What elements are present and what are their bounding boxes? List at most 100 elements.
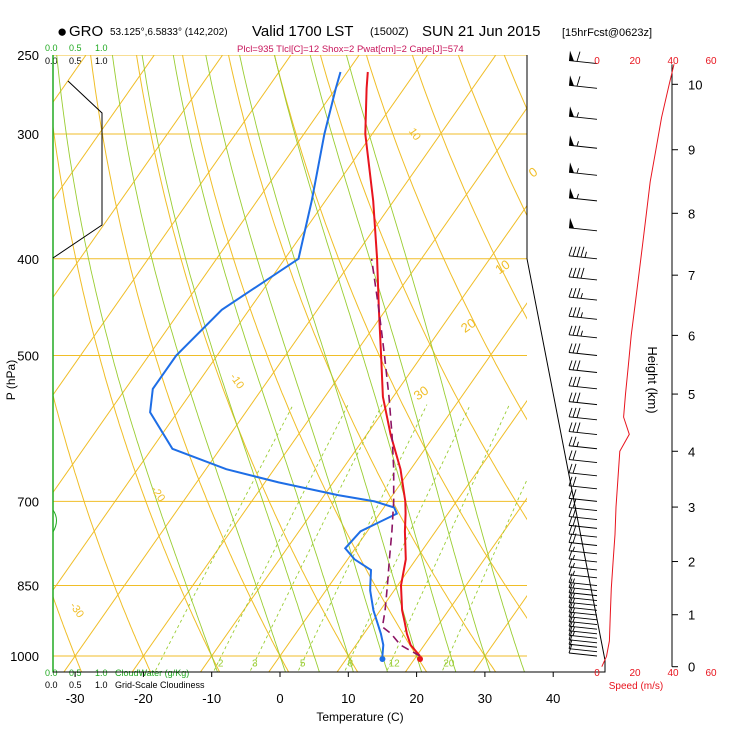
wind-barb <box>568 436 598 450</box>
cloudwater-tick: 1.0 <box>95 668 108 678</box>
wind-barb <box>568 246 598 260</box>
wind-barb-flag <box>576 287 581 299</box>
isotherm <box>53 55 360 494</box>
isotherm <box>536 37 732 681</box>
isotherm <box>53 55 224 299</box>
height-tick-label: 2 <box>688 555 695 570</box>
wind-barb-flag <box>572 287 577 298</box>
wind-barb-pennant <box>569 75 574 86</box>
gridscale-tick: 0.5 <box>69 56 82 66</box>
moist-adiabat <box>205 55 388 672</box>
wind-barb-flag <box>572 463 577 474</box>
wind-barb-staff <box>568 315 598 320</box>
wind-barb-staff <box>568 592 598 597</box>
isotherm <box>268 302 527 672</box>
cloudwater-tick: 0.0 <box>45 668 58 678</box>
wind-barb-flag <box>568 407 573 417</box>
gridscale-tick: 0.0 <box>45 680 58 690</box>
wind-barb-halfflag <box>580 330 583 337</box>
mixing-ratio-line <box>249 404 383 672</box>
wind-barb-flag <box>568 463 573 474</box>
wind-barb-flag <box>572 450 577 461</box>
mixing-ratio-label: 20 <box>443 659 455 670</box>
wind-barb-halfflag <box>580 292 583 299</box>
wind-barb-staff <box>568 334 598 339</box>
wind-barb <box>568 407 598 421</box>
wind-barb <box>568 106 598 120</box>
wind-barb-flag <box>568 360 573 370</box>
dewpoint-line <box>149 71 399 657</box>
isotherm-label: -10 <box>227 371 246 391</box>
y-axis-title: P (hPa) <box>4 360 18 400</box>
pressure-tick-label: 1000 <box>10 649 39 664</box>
height-tick-label: 4 <box>688 444 695 459</box>
wind-barb <box>568 287 598 301</box>
wind-barb-halfflag <box>572 626 575 632</box>
wind-barb-staff <box>568 558 598 563</box>
wind-barb-staff <box>568 459 598 463</box>
wind-barb-staff <box>568 621 598 625</box>
wind-barb-halfflag <box>572 603 575 608</box>
gridscale-tick: 1.0 <box>95 56 108 66</box>
cloudwater-tick: 0.0 <box>45 43 58 53</box>
cloudwater-tick: 0.5 <box>69 43 82 53</box>
wind-barb-staff <box>568 401 598 406</box>
wind-barb <box>568 498 598 512</box>
wind-barb-staff <box>568 533 598 538</box>
wind-barb-flag <box>576 343 581 354</box>
isotherm <box>63 55 497 672</box>
wind-barb-halfflag <box>572 617 575 623</box>
speed-tick-label-bottom: 20 <box>629 668 641 679</box>
wind-barb-flag <box>572 524 577 535</box>
wind-barb-staff <box>568 497 598 502</box>
wind-barb-pennant <box>569 162 574 173</box>
temperature-tick-label: 0 <box>276 691 283 706</box>
wind-barb-staff <box>568 582 598 586</box>
wind-barb-halfflag <box>572 583 575 589</box>
wind-barb-staff <box>568 431 598 435</box>
mixing-ratio-label: 2 <box>218 659 224 670</box>
temperature-tick-label: 30 <box>478 691 492 706</box>
wind-barb-halfflag <box>576 168 579 174</box>
wind-barb-flag <box>568 541 573 551</box>
dry-adiabat <box>503 55 527 111</box>
wind-barb-flag <box>568 450 573 460</box>
moist-adiabat <box>172 55 354 672</box>
moist-adiabat <box>309 55 491 672</box>
wind-barb-flag <box>576 307 581 318</box>
wind-barb-flag <box>572 376 577 387</box>
wind-barb <box>568 476 598 490</box>
wind-barb-flag <box>568 436 573 446</box>
sounding-series <box>149 71 424 662</box>
mixing-ratio-label: 3 <box>252 659 258 670</box>
dry-adiabat <box>53 123 221 672</box>
wind-barb <box>568 50 598 65</box>
wind-barb-flag <box>568 376 573 387</box>
wind-barb-flag <box>568 287 573 298</box>
cloud-profile <box>52 80 103 533</box>
wind-barb-halfflag <box>572 554 575 560</box>
wind-barb-flag <box>572 489 577 499</box>
wind-barb-staff <box>568 516 598 521</box>
wind-barb-flag <box>576 267 581 278</box>
wind-barb-staff <box>568 606 598 611</box>
wind-barb-staff <box>568 60 598 65</box>
wind-barb-flag <box>572 476 577 487</box>
valid-time: Valid 1700 LST <box>252 23 353 40</box>
parcel-line <box>370 258 421 657</box>
wind-barb-staff <box>568 630 598 635</box>
wind-barb <box>568 217 598 232</box>
mixing-ratio-label: 8 <box>348 659 354 670</box>
mixing-ratio-label: 5 <box>300 659 306 670</box>
wind-barb-staff <box>568 625 598 630</box>
wind-barb <box>568 187 598 202</box>
wind-barb-pennant <box>569 217 574 229</box>
wind-barb-halfflag <box>572 588 575 594</box>
wind-barb-flag <box>572 436 577 447</box>
speed-tick-label-bottom: 0 <box>594 668 600 679</box>
mixing-ratio-line <box>297 404 428 672</box>
wind-barb-flag <box>568 422 573 432</box>
mixing-ratio-line <box>385 404 510 672</box>
wind-barb-staff <box>568 643 598 648</box>
